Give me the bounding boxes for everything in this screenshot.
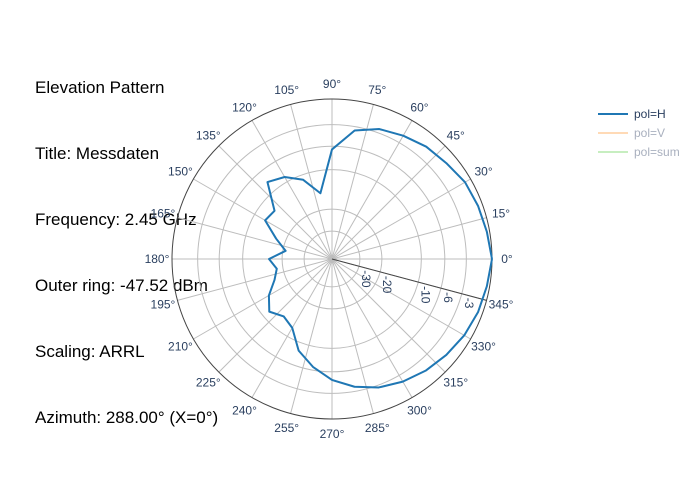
angular-tick-label: 180° (145, 252, 170, 266)
angular-tick-label: 210° (168, 340, 193, 354)
annotation-line: Azimuth: 288.00° (X=0°) (35, 408, 219, 427)
angular-tick-label: 30° (474, 165, 492, 179)
angular-grid-line (290, 104, 333, 260)
annotation-line: Frequency: 2.45 GHz (35, 210, 197, 229)
angular-tick-label: 270° (320, 427, 345, 441)
angular-tick-label: 345° (489, 297, 514, 311)
angular-grid-line (251, 120, 333, 260)
annotation-line: Title: Messdaten (35, 144, 160, 163)
angular-tick-label: 45° (447, 128, 465, 142)
radial-grid-ring (197, 124, 467, 394)
angular-grid-line (177, 217, 333, 260)
polar-traces (264, 128, 493, 389)
radial-axis-line (331, 258, 487, 301)
radial-tick-label: -10 (418, 286, 432, 304)
angular-grid-line (193, 178, 333, 260)
radial-grid-ring (242, 169, 422, 349)
angular-grid-line (218, 258, 333, 373)
legend-item[interactable]: pol=sum (598, 145, 680, 159)
polar-grid (171, 98, 493, 420)
angular-grid-line (331, 178, 471, 260)
angular-grid-line (193, 258, 333, 340)
angular-grid-line (177, 258, 333, 301)
angular-grid-line (218, 145, 333, 260)
angular-tick-label: 255° (274, 421, 299, 435)
angular-tick-label: 225° (196, 376, 221, 390)
angular-tick-label: 90° (323, 77, 341, 91)
legend-item[interactable]: pol=V (598, 126, 665, 140)
angular-grid-line (331, 145, 446, 260)
angular-tick-label: 330° (471, 340, 496, 354)
angular-tick-label: 300° (407, 404, 432, 418)
angular-tick-label: 75° (368, 83, 386, 97)
polar-tick-labels: 0° 15° 30° 45° 60° 75° 90° 105° 120° 135° 150° 165°… (145, 77, 514, 441)
angular-tick-label: 135° (196, 128, 221, 142)
angular-tick-label: 240° (232, 404, 257, 418)
angular-grid-line (331, 258, 471, 340)
angular-tick-label: 15° (492, 207, 510, 221)
angular-tick-label: 285° (365, 421, 390, 435)
angular-tick-label: 195° (151, 297, 176, 311)
radial-grid-ring (218, 145, 446, 373)
angular-tick-label: 120° (232, 100, 257, 114)
angular-tick-label: 60° (410, 100, 428, 114)
angular-tick-label: 0° (501, 252, 513, 266)
angular-tick-label: 150° (168, 165, 193, 179)
radial-tick-label: -3 (462, 298, 476, 309)
annotation-line: Scaling: ARRL (35, 342, 145, 361)
angular-grid-line (331, 258, 413, 398)
radial-tick-label: -30 (359, 270, 373, 288)
radial-tick-label: -20 (380, 276, 394, 294)
angular-grid-line (331, 217, 487, 260)
radial-tick-label: -6 (441, 292, 455, 303)
angular-tick-label: 165° (151, 207, 176, 221)
radial-grid-ring (281, 208, 383, 310)
angular-tick-label: 315° (443, 376, 468, 390)
legend-item[interactable]: pol=H (598, 107, 666, 121)
legend[interactable]: pol=H pol=V pol=sum (598, 107, 680, 159)
legend-label: pol=H (634, 107, 666, 121)
annotation-line: Elevation Pattern (35, 78, 165, 97)
angular-grid-line (331, 120, 413, 260)
angular-grid-line (331, 258, 446, 373)
radial-grid-ring (303, 230, 361, 288)
angular-tick-label: 105° (274, 83, 299, 97)
angular-grid-line (290, 258, 333, 414)
series-line-pol-h (264, 128, 493, 389)
legend-label: pol=sum (634, 145, 680, 159)
angular-grid-line (331, 104, 374, 260)
legend-label: pol=V (634, 126, 665, 140)
